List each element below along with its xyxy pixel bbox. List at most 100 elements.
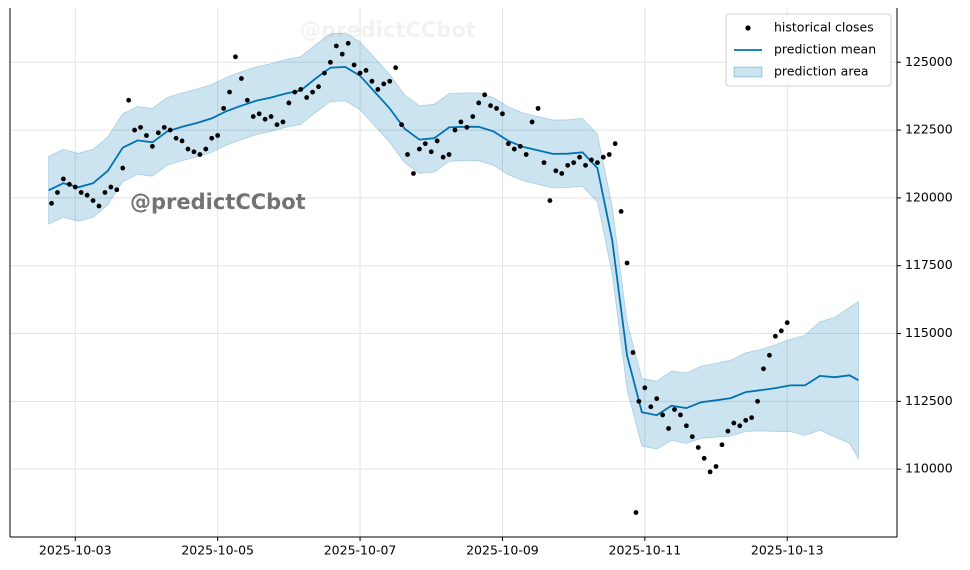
close-point (286, 100, 292, 106)
prediction-band (48, 32, 859, 461)
y-tick-label: 112500 (905, 393, 953, 408)
close-point (90, 198, 96, 204)
close-point (689, 434, 695, 440)
close-point (316, 84, 321, 90)
close-point (482, 92, 488, 98)
close-point (221, 105, 226, 111)
close-point (464, 124, 470, 130)
x-tick-label: 2025-10-03 (39, 543, 112, 558)
close-point (571, 160, 577, 166)
close-point (274, 122, 280, 128)
axes: 110000 112500 115000 117500 120000 122500 1250… (9, 8, 953, 558)
close-point (375, 86, 381, 92)
close-point (72, 184, 78, 190)
close-point (642, 385, 648, 391)
close-point (476, 100, 482, 106)
close-point (440, 154, 446, 160)
close-point (505, 141, 511, 147)
close-point (683, 423, 689, 429)
close-point (500, 111, 505, 117)
close-point (405, 152, 410, 157)
close-point (719, 442, 725, 448)
close-point (304, 95, 310, 100)
legend-label: historical closes (774, 20, 874, 35)
close-point (351, 62, 357, 68)
close-point (197, 152, 203, 157)
close-point (470, 114, 476, 119)
close-point (96, 203, 102, 209)
close-point (233, 54, 238, 60)
close-point (428, 149, 434, 155)
close-point (737, 423, 743, 429)
close-point (369, 78, 375, 84)
close-point (144, 133, 149, 138)
close-point (66, 181, 72, 187)
close-point (606, 152, 612, 157)
close-point (749, 415, 755, 421)
close-point (250, 114, 256, 119)
x-tick-label: 2025-10-13 (751, 543, 824, 558)
close-point (695, 445, 701, 450)
legend: historical closes prediction mean predicti… (725, 13, 892, 87)
close-point (624, 260, 630, 266)
close-point (108, 184, 114, 190)
legend-label: prediction area (774, 64, 869, 79)
close-point (612, 141, 618, 147)
close-point (452, 127, 458, 133)
close-point (636, 398, 642, 404)
close-point (78, 190, 84, 195)
close-point (179, 138, 185, 144)
close-point (298, 86, 304, 92)
close-point (541, 160, 547, 166)
close-point (600, 154, 606, 160)
close-point (767, 352, 772, 358)
close-point (363, 67, 369, 73)
close-point (761, 366, 766, 372)
close-point (339, 51, 345, 57)
close-point (381, 81, 387, 87)
close-point (772, 333, 778, 339)
close-point (173, 135, 179, 141)
close-point (422, 141, 428, 147)
close-point (589, 157, 594, 163)
close-point (446, 152, 452, 157)
close-point (49, 200, 54, 206)
close-point (102, 190, 108, 195)
close-point (215, 133, 221, 138)
close-point (84, 192, 90, 198)
x-tick-label: 2025-10-11 (609, 543, 682, 558)
close-point (672, 407, 677, 412)
mean-line (48, 65, 859, 417)
close-point (654, 396, 660, 402)
close-point (132, 127, 137, 133)
close-point (411, 171, 416, 176)
close-point (327, 59, 333, 65)
close-point (547, 198, 553, 204)
close-point (731, 420, 737, 426)
close-point (322, 70, 327, 76)
x-tick-label: 2025-10-09 (466, 543, 539, 558)
close-point (494, 105, 499, 111)
close-point (227, 89, 232, 95)
close-point (784, 320, 790, 326)
close-point (648, 404, 654, 410)
close-point (345, 40, 351, 46)
close-point (120, 165, 126, 171)
x-tick-label: 2025-10-07 (324, 543, 397, 558)
close-point (755, 398, 760, 404)
close-point (149, 143, 155, 149)
close-point (268, 114, 274, 119)
close-point (138, 124, 143, 130)
close-point (416, 146, 422, 152)
close-point (630, 350, 636, 355)
close-point (292, 89, 298, 95)
close-point (743, 417, 749, 423)
close-point (185, 146, 191, 152)
close-point (535, 105, 541, 111)
plot-marks: @predictCCbot @predictCCbot (48, 18, 859, 515)
close-point (393, 65, 399, 71)
close-point (517, 143, 523, 149)
close-point (310, 89, 315, 95)
